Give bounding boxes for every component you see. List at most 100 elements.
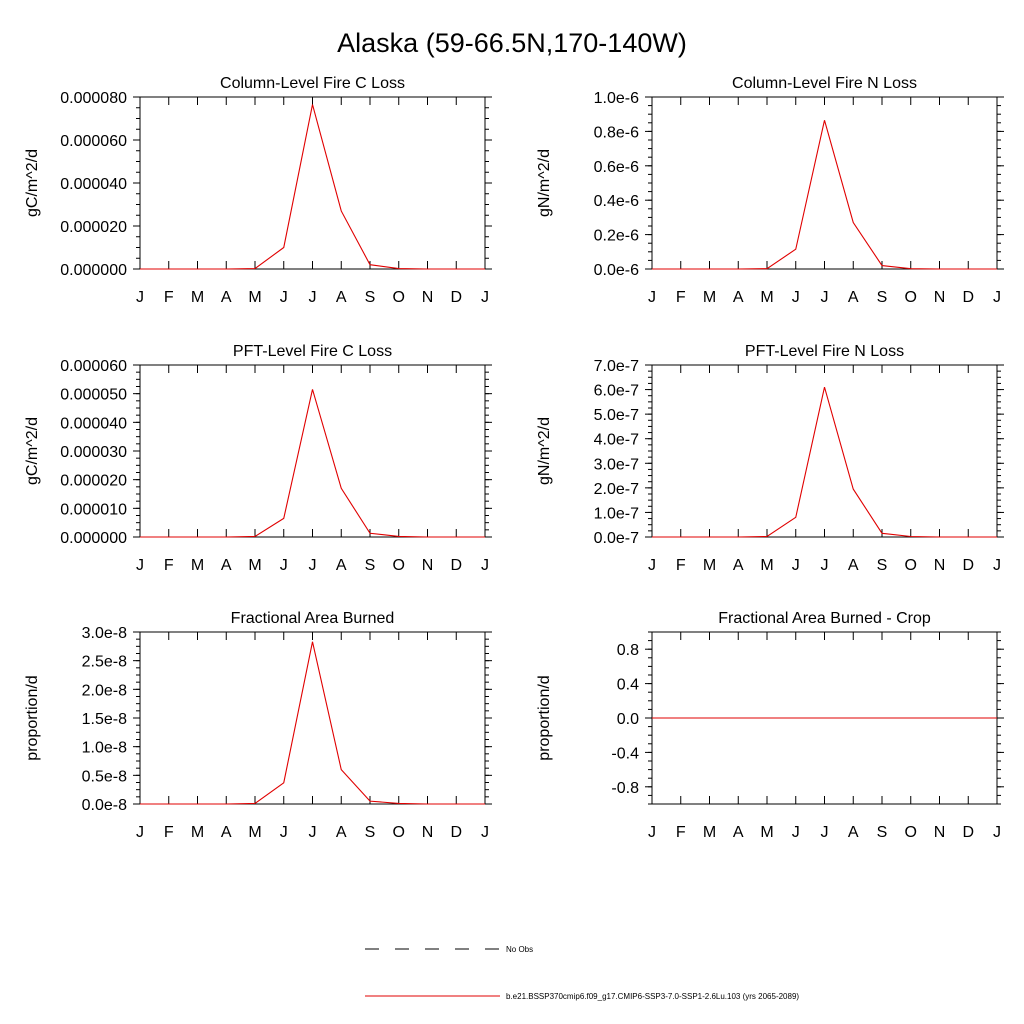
y-tick-label: 0.8 (617, 642, 639, 659)
x-tick-label: D (450, 824, 462, 841)
x-tick-label: A (848, 557, 859, 574)
chart-title: Fractional Area Burned - Crop (718, 610, 931, 627)
x-tick-label: N (934, 557, 946, 574)
x-tick-label: J (481, 824, 489, 841)
y-tick-label: 0.2e-6 (594, 228, 639, 245)
y-tick-label: 1.0e-8 (82, 740, 127, 757)
y-axis-label: proportion/d (24, 675, 41, 760)
x-tick-label: S (365, 824, 376, 841)
series-line-1 (652, 120, 997, 270)
x-tick-label: A (733, 824, 744, 841)
x-tick-label: A (336, 289, 347, 306)
y-tick-label: 0.8e-6 (594, 124, 639, 141)
y-tick-label: 4.0e-7 (594, 432, 639, 449)
y-tick-label: 2.0e-7 (594, 481, 639, 498)
y-axis-label: gC/m^2/d (24, 149, 41, 217)
y-tick-label: 0.000060 (60, 358, 127, 375)
x-tick-label: M (703, 557, 716, 574)
x-tick-label: M (248, 557, 261, 574)
x-tick-label: M (191, 824, 204, 841)
x-tick-label: A (336, 557, 347, 574)
y-tick-label: 2.5e-8 (82, 654, 127, 671)
chart-panel-6: Fractional Area Burned - Crop proportion/… (536, 610, 1004, 841)
x-tick-label: A (221, 289, 232, 306)
y-tick-label: -0.8 (611, 780, 639, 797)
plot-frame (651, 364, 998, 538)
x-tick-label: D (962, 824, 974, 841)
y-tick-label: 0.000030 (60, 444, 127, 461)
figure-title: Alaska (59-66.5N,170-140W) (337, 28, 687, 58)
x-tick-label: F (676, 824, 686, 841)
x-tick-label: F (164, 557, 174, 574)
x-tick-label: D (962, 557, 974, 574)
x-tick-label: J (821, 824, 829, 841)
x-tick-label: M (248, 824, 261, 841)
x-tick-label: J (481, 557, 489, 574)
y-axis-label: gC/m^2/d (24, 417, 41, 485)
x-tick-label: F (164, 824, 174, 841)
y-tick-label: 0.000040 (60, 176, 127, 193)
y-tick-label: 0.000000 (60, 530, 127, 547)
series-line-1 (140, 104, 485, 270)
y-axis-label: gN/m^2/d (536, 149, 553, 217)
x-tick-label: O (905, 557, 917, 574)
x-tick-label: S (877, 557, 888, 574)
x-tick-label: A (221, 557, 232, 574)
x-tick-label: J (309, 824, 317, 841)
x-tick-label: A (733, 557, 744, 574)
x-tick-label: F (164, 289, 174, 306)
y-tick-label: 0.0 (617, 711, 639, 728)
x-tick-label: J (792, 289, 800, 306)
x-tick-label: N (934, 824, 946, 841)
x-tick-label: O (393, 824, 405, 841)
y-tick-label: 0.000080 (60, 90, 127, 107)
y-tick-label: 0.000010 (60, 501, 127, 518)
x-tick-label: M (760, 824, 773, 841)
x-tick-label: N (422, 824, 434, 841)
x-tick-label: A (221, 824, 232, 841)
y-tick-label: 0.5e-8 (82, 768, 127, 785)
y-tick-label: 5.0e-7 (594, 407, 639, 424)
x-tick-label: A (733, 289, 744, 306)
x-tick-label: O (393, 557, 405, 574)
chart-title: Column-Level Fire C Loss (220, 75, 405, 92)
y-tick-label: -0.4 (611, 745, 639, 762)
x-tick-label: J (136, 557, 144, 574)
x-tick-label: S (877, 824, 888, 841)
x-tick-label: J (792, 557, 800, 574)
series-line-1 (652, 386, 997, 538)
y-tick-label: 0.0e-8 (82, 797, 127, 814)
x-tick-label: J (648, 824, 656, 841)
y-tick-label: 3.0e-7 (594, 456, 639, 473)
x-tick-label: M (191, 557, 204, 574)
y-axis-label: proportion/d (536, 675, 553, 760)
x-tick-label: D (450, 289, 462, 306)
x-tick-label: S (877, 289, 888, 306)
y-tick-label: 3.0e-8 (82, 625, 127, 642)
x-tick-label: J (309, 557, 317, 574)
x-tick-label: J (792, 824, 800, 841)
y-tick-label: 1.0e-6 (594, 90, 639, 107)
x-tick-label: M (191, 289, 204, 306)
y-tick-label: 0.6e-6 (594, 159, 639, 176)
series-line-1 (140, 389, 485, 538)
y-tick-label: 0.000040 (60, 415, 127, 432)
x-tick-label: J (280, 824, 288, 841)
y-axis-label: gN/m^2/d (536, 417, 553, 485)
plot-frame (139, 96, 486, 270)
y-tick-label: 0.0e-7 (594, 530, 639, 547)
y-tick-label: 0.000020 (60, 219, 127, 236)
x-tick-label: N (422, 557, 434, 574)
x-tick-label: J (280, 557, 288, 574)
x-tick-label: J (136, 824, 144, 841)
x-tick-label: J (821, 289, 829, 306)
x-tick-label: J (309, 289, 317, 306)
x-tick-label: J (648, 289, 656, 306)
x-tick-label: J (993, 824, 1001, 841)
x-tick-label: J (993, 557, 1001, 574)
y-tick-label: 0.000000 (60, 262, 127, 279)
plot-frame (651, 96, 998, 270)
